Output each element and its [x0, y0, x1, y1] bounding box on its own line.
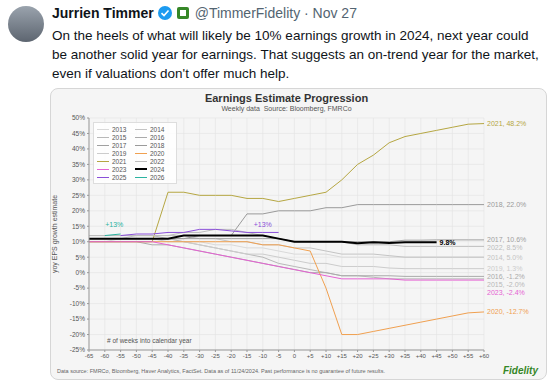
svg-text:45%: 45%	[72, 130, 85, 137]
html-text:2025: 2025	[112, 173, 127, 181]
svg-text:2018, 22.0%: 2018, 22.0%	[487, 201, 526, 208]
svg-text:-5: -5	[276, 353, 282, 359]
html-text:2018: 2018	[150, 141, 165, 149]
html-text:Weekly data Source: Bloomberg,: Weekly data Source: Bloomberg, FMRCo	[221, 105, 352, 112]
html-text:On the heels of what will like: On the heels of what will likely be 10% …	[52, 28, 539, 81]
svg-text:2022, 8.5%: 2022, 8.5%	[487, 244, 522, 251]
svg-text:2021, 48.2%: 2021, 48.2%	[487, 120, 526, 127]
svg-text:-50: -50	[132, 353, 141, 359]
html-text:2014: 2014	[150, 125, 165, 133]
svg-text:+55: +55	[463, 353, 474, 359]
svg-text:+40: +40	[416, 353, 427, 359]
html-text:Jurrien Timmer: Jurrien Timmer	[52, 5, 154, 21]
svg-text:20%: 20%	[72, 207, 85, 214]
svg-text:2015, -2.0%: 2015, -2.0%	[487, 281, 525, 288]
svg-text:-20%: -20%	[70, 331, 85, 338]
html-text:@TimmerFidelity · Nov 27: @TimmerFidelity · Nov 27	[194, 5, 357, 21]
html-text:2016: 2016	[150, 133, 165, 141]
svg-text:2016, -1.2%: 2016, -1.2%	[487, 273, 525, 280]
html-text:2017: 2017	[112, 141, 127, 149]
svg-text:+35: +35	[400, 353, 411, 359]
svg-text:50%: 50%	[72, 114, 85, 121]
html-text:2013: 2013	[112, 125, 127, 133]
html-text:Earnings Estimate Progression: Earnings Estimate Progression	[204, 92, 369, 104]
svg-text:40%: 40%	[72, 145, 85, 152]
svg-text:30%: 30%	[72, 176, 85, 183]
html-text:2019: 2019	[112, 149, 127, 157]
svg-text:+20: +20	[353, 353, 364, 359]
svg-text:2019, 1.3%: 2019, 1.3%	[487, 265, 522, 272]
svg-text:+13%: +13%	[254, 221, 272, 228]
svg-text:+50: +50	[447, 353, 458, 359]
svg-text:2017, 10.6%: 2017, 10.6%	[487, 236, 526, 243]
svg-text:10%: 10%	[72, 238, 85, 245]
html-text:2015: 2015	[112, 133, 127, 141]
svg-text:+5: +5	[307, 353, 315, 359]
svg-text:+10: +10	[321, 353, 332, 359]
html-text:Fidelity: Fidelity	[503, 365, 538, 376]
svg-text:0%: 0%	[76, 269, 86, 276]
svg-text:5%: 5%	[76, 254, 86, 261]
svg-text:-25%: -25%	[70, 346, 85, 353]
html-text:2022: 2022	[150, 157, 165, 165]
svg-text:+45: +45	[432, 353, 443, 359]
svg-text:-30: -30	[195, 353, 204, 359]
svg-text:-40: -40	[164, 353, 173, 359]
svg-text:-35: -35	[179, 353, 188, 359]
html-text:2026: 2026	[150, 173, 165, 181]
svg-text:-45: -45	[148, 353, 157, 359]
svg-text:-5%: -5%	[73, 284, 85, 291]
svg-text:2023, -2.4%: 2023, -2.4%	[487, 289, 525, 296]
svg-text:-10%: -10%	[70, 300, 85, 307]
svg-text:2020, -12.7%: 2020, -12.7%	[487, 308, 529, 315]
svg-text:+13%: +13%	[105, 221, 123, 228]
svg-text:+60: +60	[479, 353, 490, 359]
html-text:Data source: FMRCo, Bloomberg,: Data source: FMRCo, Bloomberg, Haver Ana…	[57, 368, 385, 374]
html-text:# of weeks into calendar year: # of weeks into calendar year	[107, 337, 192, 344]
html-text:2024: 2024	[150, 165, 165, 173]
svg-text:0: 0	[293, 353, 297, 359]
svg-text:-55: -55	[116, 353, 125, 359]
svg-text:9.8%: 9.8%	[440, 239, 457, 246]
svg-text:-25: -25	[211, 353, 220, 359]
svg-text:-10: -10	[258, 353, 267, 359]
html-text:2023: 2023	[112, 165, 127, 173]
svg-text:25%: 25%	[72, 192, 85, 199]
svg-text:-15%: -15%	[70, 315, 85, 322]
svg-text:+15: +15	[337, 353, 348, 359]
svg-text:15%: 15%	[72, 223, 85, 230]
svg-text:-60: -60	[100, 353, 109, 359]
html-text:2020: 2020	[150, 149, 165, 157]
svg-text:-15: -15	[243, 353, 252, 359]
html-text:2021: 2021	[112, 157, 127, 165]
svg-text:35%: 35%	[72, 161, 85, 168]
svg-text:+30: +30	[384, 353, 395, 359]
svg-text:-65: -65	[85, 353, 94, 359]
svg-text:2014, 5.0%: 2014, 5.0%	[487, 254, 522, 261]
svg-text:-20: -20	[227, 353, 236, 359]
svg-text:+25: +25	[368, 353, 379, 359]
svg-text:yoy EPS growth estimate: yoy EPS growth estimate	[51, 195, 59, 273]
